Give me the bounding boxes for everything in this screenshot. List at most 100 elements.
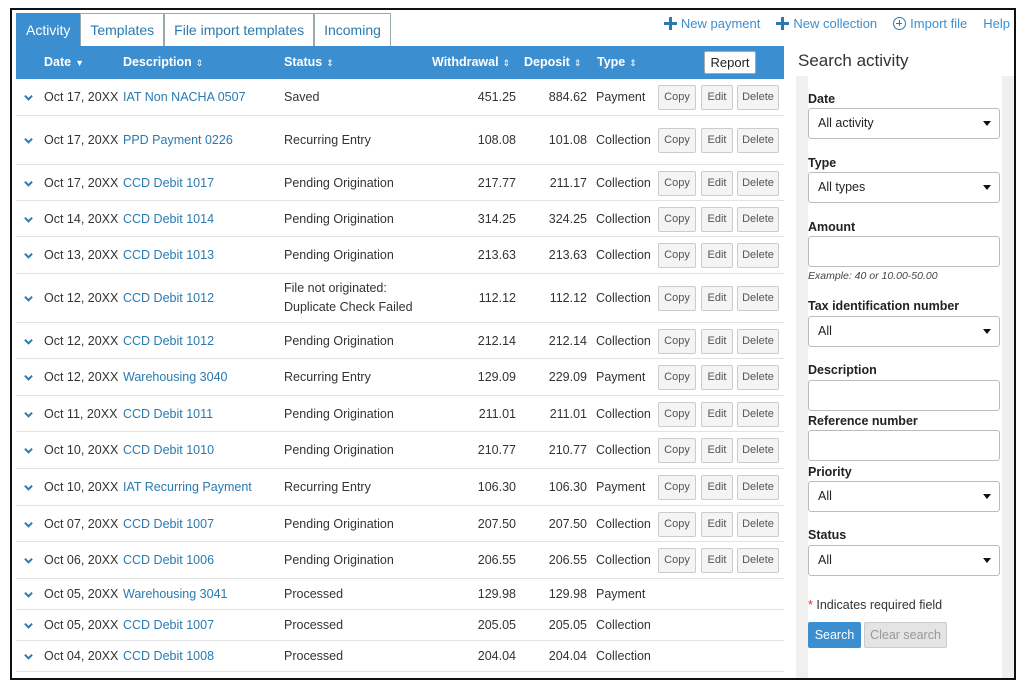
chevron-down-icon[interactable] <box>24 621 33 630</box>
priority-select[interactable]: All <box>808 481 1000 512</box>
row-description-link[interactable]: Warehousing 3041 <box>123 587 228 601</box>
table-row[interactable]: Oct 14, 20XX CCD Debit 1014 Pending Origin… <box>16 201 784 237</box>
clear-search-button[interactable]: Clear search <box>864 622 947 648</box>
chevron-down-icon[interactable] <box>24 446 33 455</box>
copy-button[interactable]: Copy <box>658 475 696 500</box>
copy-button[interactable]: Copy <box>658 438 696 463</box>
edit-button[interactable]: Edit <box>701 401 733 427</box>
copy-button[interactable]: Copy <box>658 85 696 110</box>
chevron-down-icon[interactable] <box>24 251 33 260</box>
delete-button[interactable]: Delete <box>737 128 779 153</box>
table-row[interactable]: Oct 04, 20XX CCD Debit 1008 Processed 204.0… <box>16 641 784 672</box>
table-row[interactable]: Oct 17, 20XX PPD Payment 0226 Recurring En… <box>16 116 784 165</box>
row-description-link[interactable]: CCD Debit 1012 <box>123 291 215 305</box>
delete-button[interactable]: Delete <box>737 85 779 110</box>
table-row[interactable]: Oct 17, 20XX IAT Non NACHA 0507 Saved 451.2… <box>16 79 784 116</box>
copy-button[interactable]: Copy <box>658 548 696 573</box>
tab-incoming[interactable]: Incoming <box>314 13 391 46</box>
delete-button[interactable]: Delete <box>737 365 779 390</box>
edit-button[interactable]: Edit <box>701 206 733 232</box>
chevron-down-icon[interactable] <box>24 556 33 565</box>
row-description-link[interactable]: CCD Debit 1014 <box>123 211 215 226</box>
new-payment-link[interactable]: New payment <box>663 16 760 31</box>
copy-button[interactable]: Copy <box>658 365 696 390</box>
copy-button[interactable]: Copy <box>658 170 696 196</box>
status-select[interactable]: All <box>808 545 1000 576</box>
delete-button[interactable]: Delete <box>737 475 779 500</box>
date-column-header[interactable]: Date ▼ <box>44 46 84 80</box>
tab-activity[interactable]: Activity <box>16 13 81 46</box>
row-description-link[interactable]: CCD Debit 1017 <box>123 175 215 190</box>
help-link[interactable]: Help <box>983 16 1010 31</box>
new-collection-link[interactable]: New collection <box>776 16 877 31</box>
copy-button[interactable]: Copy <box>658 128 696 153</box>
edit-button[interactable]: Edit <box>701 85 733 110</box>
report-button[interactable]: Report <box>704 51 756 74</box>
table-row[interactable]: Oct 10, 20XX IAT Recurring Payment Recurri… <box>16 469 784 506</box>
amount-input[interactable] <box>808 236 1000 267</box>
row-description-link[interactable]: CCD Debit 1013 <box>123 248 215 262</box>
delete-button[interactable]: Delete <box>737 243 779 268</box>
edit-button[interactable]: Edit <box>701 170 733 196</box>
import-file-link[interactable]: Import file <box>893 16 967 31</box>
edit-button[interactable]: Edit <box>701 475 733 500</box>
type-column-header[interactable]: Type ⇕ <box>597 46 637 80</box>
table-row[interactable]: Oct 12, 20XX Warehousing 3040 Recurring En… <box>16 359 784 396</box>
delete-button[interactable]: Delete <box>737 170 779 196</box>
copy-button[interactable]: Copy <box>658 206 696 232</box>
chevron-down-icon[interactable] <box>24 215 33 224</box>
tab-templates[interactable]: Templates <box>80 13 165 46</box>
chevron-down-icon[interactable] <box>24 652 33 661</box>
row-description-link[interactable]: Warehousing 3040 <box>123 370 228 384</box>
edit-button[interactable]: Edit <box>701 128 733 153</box>
row-description-link[interactable]: CCD Debit 1007 <box>123 618 215 632</box>
table-row[interactable]: Oct 05, 20XX Warehousing 3041 Processed 129… <box>16 579 784 610</box>
row-description-link[interactable]: IAT Recurring Payment <box>123 480 252 494</box>
withdrawal-column-header[interactable]: Withdrawal ⇕ <box>432 46 510 80</box>
chevron-down-icon[interactable] <box>24 520 33 529</box>
edit-button[interactable]: Edit <box>701 365 733 390</box>
table-row[interactable]: Oct 13, 20XX CCD Debit 1013 Pending Origin… <box>16 237 784 274</box>
type-select[interactable]: All types <box>808 172 1000 203</box>
delete-button[interactable]: Delete <box>737 206 779 232</box>
chevron-down-icon[interactable] <box>24 136 33 145</box>
table-row[interactable]: Oct 06, 20XX CCD Debit 1006 Pending Origin… <box>16 542 784 579</box>
row-description-link[interactable]: CCD Debit 1008 <box>123 649 215 663</box>
chevron-down-icon[interactable] <box>24 93 33 102</box>
chevron-down-icon[interactable] <box>24 373 33 382</box>
edit-button[interactable]: Edit <box>701 328 733 354</box>
delete-button[interactable]: Delete <box>737 511 779 537</box>
row-description-link[interactable]: CCD Debit 1007 <box>123 516 215 531</box>
search-button[interactable]: Search <box>808 622 861 648</box>
table-row[interactable]: Oct 07, 20XX CCD Debit 1007 Pending Origin… <box>16 506 784 542</box>
tin-select[interactable]: All <box>808 316 1000 347</box>
delete-button[interactable]: Delete <box>737 328 779 354</box>
chevron-down-icon[interactable] <box>24 179 33 188</box>
table-row[interactable]: Oct 12, 20XX CCD Debit 1012 Pending Origin… <box>16 323 784 359</box>
reference-input[interactable] <box>808 430 1000 461</box>
deposit-column-header[interactable]: Deposit ⇕ <box>524 46 581 80</box>
table-row[interactable]: Oct 11, 20XX CCD Debit 1011 Pending Origin… <box>16 396 784 432</box>
copy-button[interactable]: Copy <box>658 401 696 427</box>
copy-button[interactable]: Copy <box>658 243 696 268</box>
chevron-down-icon[interactable] <box>24 483 33 492</box>
status-column-header[interactable]: Status ⇕ <box>284 46 334 80</box>
row-description-link[interactable]: CCD Debit 1006 <box>123 553 215 567</box>
row-description-link[interactable]: CCD Debit 1010 <box>123 443 215 457</box>
chevron-down-icon[interactable] <box>24 294 33 303</box>
row-description-link[interactable]: PPD Payment 0226 <box>123 133 233 147</box>
edit-button[interactable]: Edit <box>701 438 733 463</box>
description-column-header[interactable]: Description ⇕ <box>123 46 203 80</box>
delete-button[interactable]: Delete <box>737 401 779 427</box>
edit-button[interactable]: Edit <box>701 243 733 268</box>
row-description-link[interactable]: IAT Non NACHA 0507 <box>123 90 246 104</box>
description-input[interactable] <box>808 380 1000 411</box>
table-row[interactable]: Oct 10, 20XX CCD Debit 1010 Pending Origin… <box>16 432 784 469</box>
delete-button[interactable]: Delete <box>737 286 779 311</box>
row-description-link[interactable]: CCD Debit 1011 <box>123 406 214 421</box>
chevron-down-icon[interactable] <box>24 590 33 599</box>
row-description-link[interactable]: CCD Debit 1012 <box>123 333 215 348</box>
table-row[interactable]: Oct 12, 20XX CCD Debit 1012 File not origi… <box>16 274 784 323</box>
delete-button[interactable]: Delete <box>737 438 779 463</box>
chevron-down-icon[interactable] <box>24 337 33 346</box>
